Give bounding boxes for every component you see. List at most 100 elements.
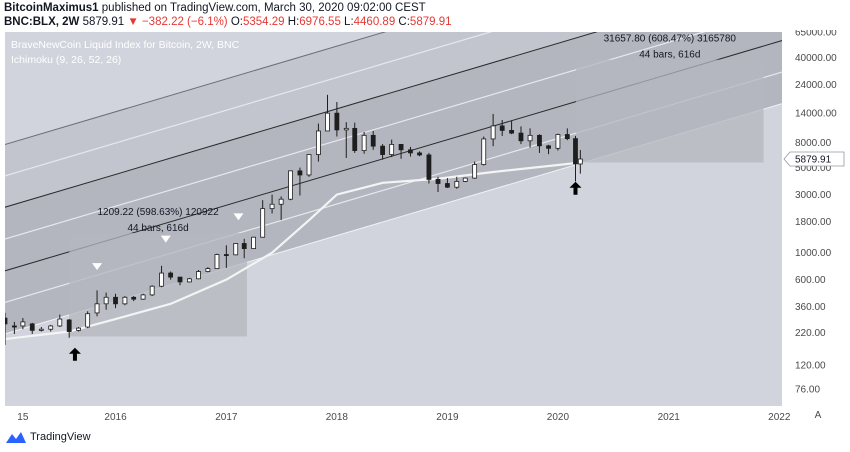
candle-body — [509, 130, 514, 134]
ohlc-line: BNC:BLX, 2W 5879.91 ▼ −382.22 (−6.1%) O:… — [4, 16, 452, 28]
candle-body — [103, 296, 109, 305]
chart-container[interactable]: 1209.22 (598.63%) 120922 44 bars, 616d 316… — [0, 30, 850, 428]
open-value: 5354.29 — [242, 16, 285, 28]
candle-body — [577, 158, 583, 165]
x-tick-label: 2020 — [547, 412, 570, 423]
high-label: H: — [287, 16, 300, 28]
candle-body — [417, 152, 422, 156]
auto-scale-button[interactable]: A — [808, 406, 828, 422]
x-axis-background — [0, 406, 782, 428]
candle-body — [38, 328, 44, 331]
candle-body — [251, 236, 257, 250]
candle-body — [334, 112, 340, 131]
candle-body — [564, 134, 570, 140]
candle-body — [370, 134, 376, 147]
up-arrow-icon — [68, 347, 81, 361]
y-tick-label: 14000.00 — [795, 109, 837, 120]
y-tick-label: 5000.00 — [795, 163, 832, 174]
candle-body — [233, 243, 239, 256]
candle-body — [306, 154, 312, 176]
candle-body — [454, 181, 460, 188]
candle-body — [196, 271, 201, 280]
published-text: published on TradingView.com, March 30, … — [101, 2, 426, 14]
low-value: 4460.89 — [353, 16, 396, 28]
y-tick-label: 24000.00 — [795, 80, 837, 91]
candle-body — [122, 296, 128, 305]
y-tick-label: 3000.00 — [795, 190, 832, 201]
candle-body — [140, 294, 146, 300]
y-tick-label: 1000.00 — [795, 248, 832, 259]
open-label: O: — [230, 16, 243, 28]
candle-body — [361, 134, 367, 151]
candle-body — [177, 276, 183, 283]
candle-body — [113, 296, 118, 305]
close-label: C: — [398, 16, 410, 28]
up-arrow-icon — [569, 181, 582, 195]
moving-average-line — [5, 161, 581, 341]
y-tick-label: 76.00 — [795, 384, 820, 395]
indicator-label: Ichimoku (9, 26, 52, 26) — [11, 54, 121, 66]
tradingview-logo-icon — [6, 432, 26, 443]
candle-body — [573, 138, 578, 165]
candle-body — [435, 178, 441, 184]
y-tick-label: 360.00 — [795, 302, 826, 313]
last-price-tag-label: 5879.91 — [795, 155, 832, 166]
down-triangle-icon — [160, 235, 171, 243]
candle-body — [66, 319, 72, 332]
candle-body — [187, 278, 192, 283]
chart-title: BraveNewCoin Liquid Index for Bitcoin, 2… — [11, 39, 240, 51]
candle-body — [159, 272, 164, 287]
y-tick-label: 40000.00 — [795, 53, 837, 64]
range-box-2-measure: 31657.80 (608.47%) 3165780 — [604, 34, 737, 45]
y-tick-label: 120.00 — [795, 360, 826, 371]
author-name[interactable]: BitcoinMaximus1 — [4, 2, 99, 14]
close-value: 5879.91 — [409, 16, 452, 28]
candle-body — [94, 303, 100, 314]
candle-body — [499, 125, 505, 131]
high-value: 6976.55 — [299, 16, 341, 28]
range-boxes-layer — [69, 59, 764, 337]
candle-body — [149, 285, 155, 296]
auto-scale-label[interactable]: A — [815, 410, 822, 421]
price-change: −382.22 (−6.1%) — [141, 16, 228, 28]
low-label: L: — [344, 16, 354, 28]
candle-body — [408, 149, 413, 154]
candle-body — [205, 268, 211, 272]
candle-body — [490, 125, 496, 140]
candle-body — [462, 177, 468, 182]
range-box-2-bars: 44 bars, 616d — [639, 50, 700, 61]
candle-body — [223, 254, 229, 256]
candle-body — [288, 170, 293, 200]
x-axis[interactable]: 15 2016 2017 2018 2019 2020 2021 2022 — [0, 406, 791, 428]
change-arrow-icon: ▼ — [127, 16, 139, 28]
candle-body — [131, 296, 137, 300]
candle-body — [85, 313, 91, 328]
candle-body — [518, 132, 524, 142]
candle-body — [325, 112, 330, 132]
range-box-2 — [576, 59, 764, 163]
x-tick-label: 2021 — [658, 412, 681, 423]
x-tick-label: 2019 — [436, 412, 459, 423]
last-price-tag: 5879.91 — [783, 151, 845, 167]
candle-body — [11, 325, 17, 328]
price-chart[interactable]: 1209.22 (598.63%) 120922 44 bars, 616d 316… — [0, 30, 850, 428]
x-tick-label: 2022 — [768, 412, 791, 423]
y-axis[interactable]: 76.00 120.00 220.00 360.00 600.00 1000.00 1800… — [782, 30, 850, 428]
candle-body — [260, 208, 266, 238]
candle-body — [352, 127, 358, 151]
candles-layer — [5, 94, 583, 345]
y-tick-label: 65000.00 — [795, 30, 837, 39]
candle-body — [537, 134, 542, 147]
candle-body — [527, 134, 533, 142]
candle-body — [343, 127, 349, 131]
candle-body — [555, 134, 561, 149]
candle-body — [546, 145, 551, 149]
down-triangle-icon — [92, 263, 103, 271]
range-box-1 — [69, 233, 247, 337]
tradingview-logo[interactable]: TradingView — [6, 431, 91, 443]
candle-body — [398, 144, 404, 151]
candle-body — [20, 321, 26, 327]
candle-body — [426, 154, 432, 180]
tradingview-brand: TradingView — [30, 431, 91, 443]
channel-top-line — [5, 32, 387, 146]
